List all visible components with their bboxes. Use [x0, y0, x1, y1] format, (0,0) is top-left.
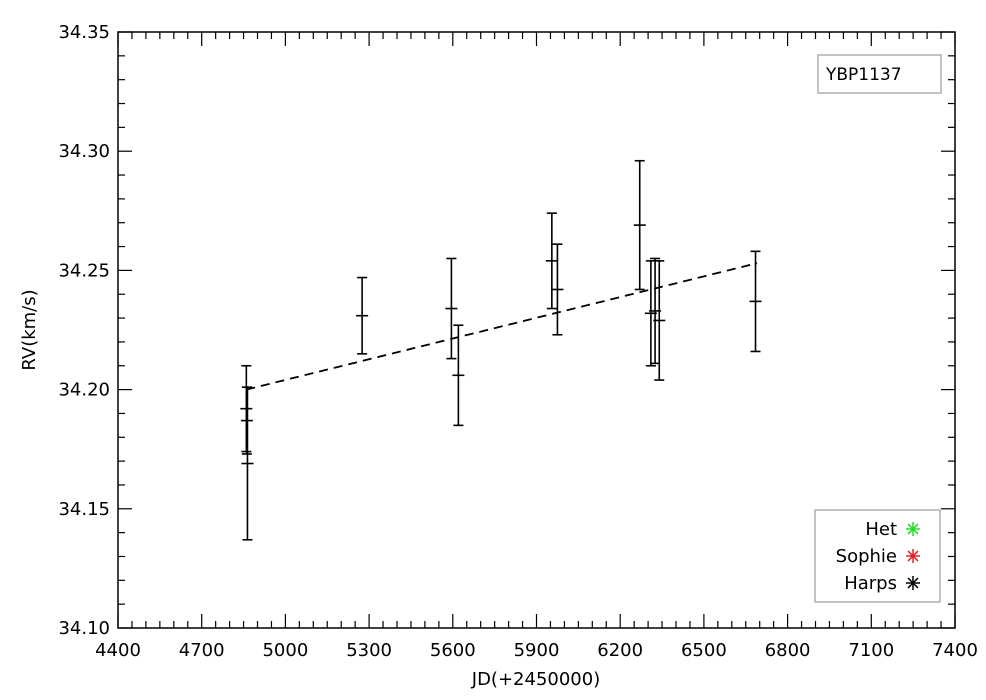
annotation-box: YBP1137: [817, 54, 942, 94]
data-point: [749, 250, 762, 353]
y-tick-label: 34.20: [58, 380, 110, 401]
x-tick-label: 6200: [597, 640, 643, 661]
legend-items: Het Sophie Harps: [836, 519, 920, 594]
data-point: [653, 260, 666, 381]
data-point: [452, 324, 465, 427]
asterisk-icon: [906, 576, 920, 590]
data-point: [545, 212, 558, 310]
data-point: [241, 386, 254, 541]
data-point: [633, 159, 646, 291]
asterisk-stroke: [907, 550, 919, 562]
x-tick-label: 5900: [514, 640, 560, 661]
axis-ticks: [117, 31, 956, 629]
x-axis-label: JD(+2450000): [471, 669, 600, 690]
annotation-text: YBP1137: [825, 65, 902, 85]
x-tick-label: 6500: [681, 640, 727, 661]
asterisk-icon: [906, 522, 920, 536]
data-point: [445, 257, 458, 360]
trend-line: [246, 262, 758, 391]
legend-label: Het: [865, 519, 897, 540]
y-axis-label: RV(km/s): [19, 289, 40, 370]
asterisk-stroke: [907, 523, 919, 535]
y-tick-label: 34.25: [58, 260, 110, 281]
x-tick-labels: 4400 4700 5000 5300 5600 5900 6200 6500 6800 7100…: [95, 640, 978, 661]
x-tick-label: 7100: [848, 640, 894, 661]
legend: Het Sophie Harps: [814, 509, 941, 603]
y-tick-label: 34.30: [58, 141, 110, 162]
legend-label: Harps: [844, 573, 897, 594]
y-tick-labels: 34.10 34.15 34.20 34.25 34.30 34.35: [58, 22, 110, 639]
data-points: [240, 159, 762, 541]
data-point: [551, 243, 564, 336]
data-point: [356, 276, 369, 355]
annotation-frame: [817, 54, 942, 94]
x-tick-label: 5000: [262, 640, 308, 661]
y-tick-label: 34.15: [58, 499, 110, 520]
x-tick-label: 5600: [430, 640, 476, 661]
trend-line-group: [246, 262, 758, 391]
x-tick-label: 7400: [932, 640, 978, 661]
x-tick-label: 4700: [179, 640, 225, 661]
x-tick-label: 5300: [346, 640, 392, 661]
legend-label: Sophie: [836, 546, 897, 567]
asterisk-icon: [906, 549, 920, 563]
x-tick-label: 4400: [95, 640, 141, 661]
y-tick-label: 34.10: [58, 618, 110, 639]
x-tick-label: 6800: [765, 640, 811, 661]
y-tick-label: 34.35: [58, 22, 110, 43]
asterisk-stroke: [907, 577, 919, 589]
